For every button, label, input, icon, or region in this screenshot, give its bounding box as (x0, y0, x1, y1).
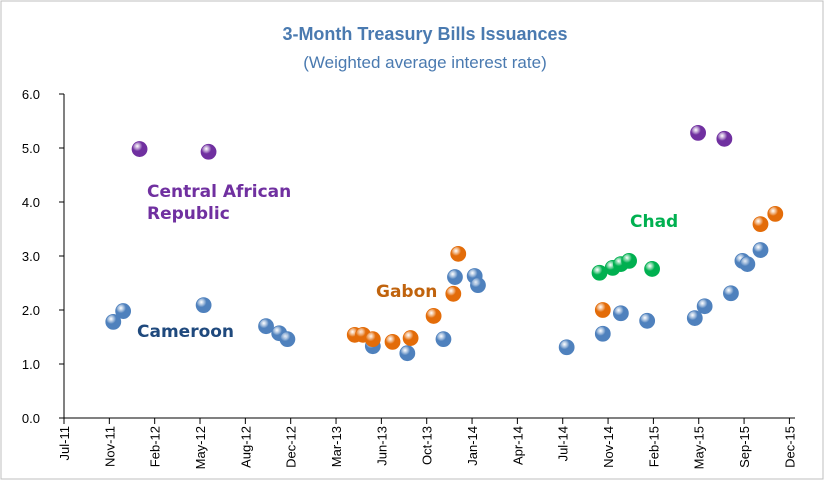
point (200, 143, 217, 160)
point (644, 261, 660, 277)
point (364, 331, 381, 348)
y-tick-label: 1.0 (22, 357, 40, 372)
point (767, 205, 784, 222)
series-label: Gabon (376, 282, 438, 302)
point (716, 130, 733, 147)
x-tick-label: Sep-15 (737, 426, 752, 468)
y-tick-label: 6.0 (22, 87, 40, 102)
point (279, 331, 296, 348)
x-tick-label: Jun-13 (374, 426, 389, 466)
point (612, 305, 629, 322)
x-tick-label: Nov-11 (102, 426, 117, 467)
y-tick-label: 4.0 (22, 195, 40, 210)
series-label: Cameroon (137, 322, 235, 342)
x-tick-label: Jul-14 (556, 426, 571, 461)
x-tick-label: Feb-12 (148, 426, 163, 467)
chart-subtitle: (Weighted average interest rate) (303, 53, 546, 72)
point (752, 242, 769, 258)
point (435, 331, 452, 348)
x-tick-label: Mar-13 (329, 426, 344, 467)
chart-border (0, 0, 824, 480)
point (105, 313, 122, 330)
x-tick-label: Jan-14 (465, 426, 480, 466)
x-tick-label: Feb-15 (646, 426, 661, 467)
x-tick-label: May-12 (193, 426, 208, 469)
point (258, 318, 274, 335)
point (115, 303, 132, 319)
point (686, 310, 703, 327)
x-tick-label: Apr-14 (510, 426, 525, 465)
point (470, 277, 486, 294)
series-label: Chad (630, 212, 679, 232)
point (591, 264, 608, 281)
x-tick-label: Dec-12 (284, 426, 299, 468)
point (752, 216, 769, 233)
x-tick-label: Nov-14 (601, 426, 616, 468)
point (445, 285, 462, 302)
point (384, 333, 401, 350)
point (447, 269, 463, 285)
point (594, 325, 611, 342)
point (594, 302, 611, 318)
point (723, 285, 739, 302)
x-tick-label: Dec-15 (782, 426, 797, 468)
point (558, 339, 575, 356)
y-tick-label: 2.0 (22, 303, 40, 318)
point (690, 124, 706, 141)
y-tick-label: 0.0 (22, 411, 40, 426)
y-tick-label: 3.0 (22, 249, 40, 264)
x-tick-label: Aug-12 (238, 426, 253, 468)
point (402, 330, 419, 346)
x-tick-label: Oct-13 (420, 426, 435, 465)
y-tick-label: 5.0 (22, 141, 40, 156)
point (425, 308, 442, 324)
point (739, 256, 756, 273)
point (195, 297, 212, 314)
x-tick-label: May-15 (692, 426, 707, 469)
point (696, 298, 713, 315)
point (450, 245, 467, 262)
point (131, 141, 148, 157)
x-tick-label: Jul-11 (57, 426, 72, 460)
point (399, 345, 416, 362)
series-label: Central African Republic (147, 182, 292, 224)
point (621, 252, 637, 269)
point (639, 312, 656, 329)
chart-title: 3-Month Treasury Bills Issuances (282, 24, 567, 44)
